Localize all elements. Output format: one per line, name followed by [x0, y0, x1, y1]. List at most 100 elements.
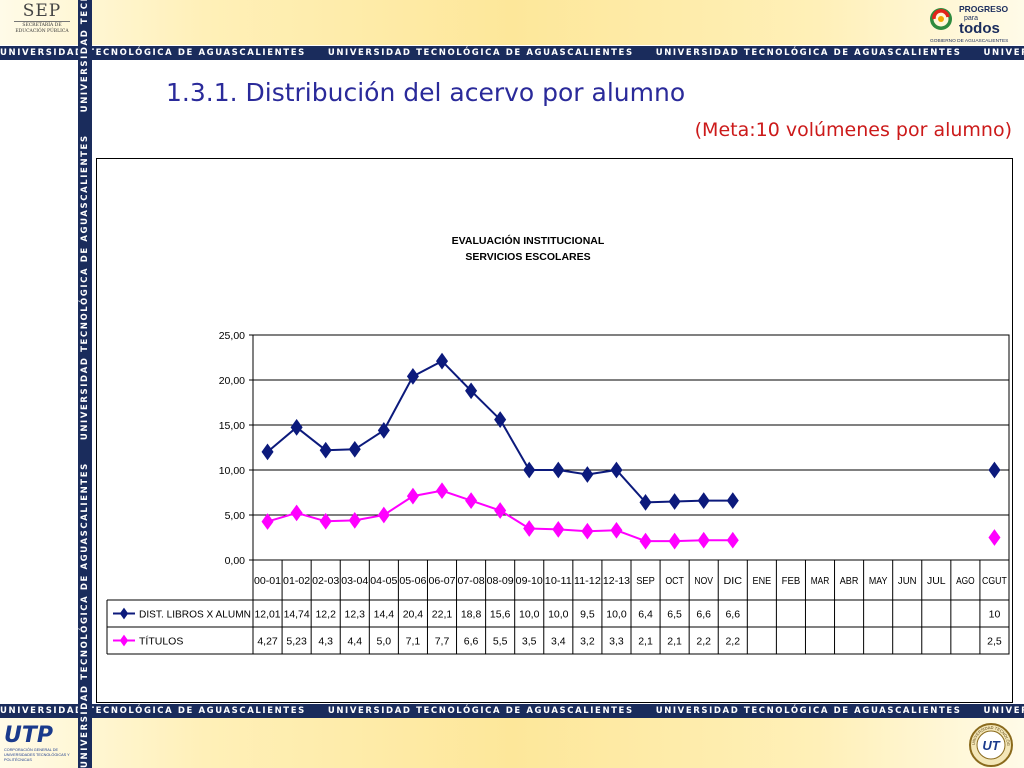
category-label: 09-10 — [516, 575, 543, 587]
data-value-label: 3,2 — [580, 636, 595, 648]
data-point-marker — [494, 502, 507, 519]
data-value-label: 6,6 — [725, 609, 740, 621]
data-value-label: 2,5 — [987, 636, 1002, 648]
data-point-marker — [668, 532, 681, 550]
data-point-marker — [610, 521, 623, 539]
header-band — [0, 0, 1024, 45]
data-value-label: 14,4 — [374, 609, 395, 621]
data-point-marker — [290, 504, 303, 522]
data-point-marker — [406, 487, 419, 505]
category-label: 04-05 — [370, 575, 397, 587]
category-label: 00-01 — [254, 575, 281, 587]
category-label: 12-13 — [603, 575, 630, 587]
data-point-marker — [581, 522, 594, 540]
banner-text: UNIVERSIDAD TECNOLÓGICA DE AGUASCALIENTE… — [80, 134, 90, 441]
category-label: NOV — [694, 575, 713, 587]
sep-logo: SEP SECRETARÍA DE EDUCACIÓN PÚBLICA — [8, 2, 76, 42]
data-value-label: 5,0 — [377, 636, 392, 648]
category-label: 05-06 — [399, 575, 426, 587]
category-label: FEB — [782, 575, 801, 587]
data-point-marker — [435, 352, 449, 370]
y-tick-label: 20,00 — [219, 375, 245, 387]
category-label: MAR — [811, 575, 830, 587]
header-banner-strip: UNIVERSIDAD TECNOLÓGICA DE AGUASCALIENTE… — [0, 46, 1024, 60]
legend-series-name: TÍTULOS — [139, 635, 183, 648]
data-value-label: 18,8 — [461, 609, 482, 621]
data-point-marker — [377, 506, 390, 524]
data-point-marker — [494, 411, 507, 428]
data-value-label: 6,5 — [667, 609, 682, 621]
data-point-marker — [726, 531, 739, 549]
data-point-marker — [639, 494, 652, 511]
data-value-label: 6,4 — [638, 609, 653, 621]
data-point-marker — [697, 492, 710, 509]
data-value-label: 4,4 — [347, 636, 362, 648]
y-tick-label: 25,00 — [219, 330, 245, 342]
category-label: MAY — [869, 575, 888, 587]
banner-text: UNIVERSIDAD TECNOLÓGICA DE AGUASCALIENTE… — [983, 706, 1024, 716]
category-label: AGO — [956, 575, 975, 587]
category-label: 02-03 — [312, 575, 339, 587]
data-point-marker — [697, 531, 710, 549]
progreso-line3: todos — [959, 20, 1000, 37]
data-point-marker — [552, 461, 565, 479]
data-point-marker — [668, 493, 681, 510]
progreso-line2: para — [964, 15, 978, 22]
banner-text: UNIVERSIDAD TECNOLÓGICA DE AGUASCALIENTE… — [80, 0, 90, 112]
footer-banner-strip: UNIVERSIDAD TECNOLÓGICA DE AGUASCALIENTE… — [0, 704, 1024, 718]
chart-title: EVALUACIÓN INSTITUCIONAL — [452, 234, 605, 247]
data-value-label: 20,4 — [403, 609, 424, 621]
footer-band — [0, 718, 1024, 768]
progreso-line1: PROGRESO — [959, 4, 1009, 14]
category-label: 10-11 — [545, 575, 572, 587]
data-point-marker — [726, 492, 739, 509]
slide-subtitle: (Meta:10 volúmenes por alumno) — [694, 119, 1012, 141]
category-label: 03-04 — [341, 575, 368, 587]
y-tick-label: 10,00 — [219, 465, 245, 477]
data-point-marker — [988, 529, 1001, 546]
chart-frame: EVALUACIÓN INSTITUCIONAL SERVICIOS ESCOL… — [96, 158, 1013, 703]
legend-key-marker — [119, 634, 129, 647]
sep-logo-subtext: SECRETARÍA DE EDUCACIÓN PÚBLICA — [15, 23, 69, 34]
data-point-marker — [406, 368, 419, 385]
data-point-marker — [523, 461, 536, 479]
slide-title: 1.3.1. Distribución del acervo por alumn… — [166, 78, 686, 107]
university-seal-icon: UNIVERSIDAD TECNOLÓGICA UT — [968, 722, 1013, 767]
category-label: JUL — [927, 575, 946, 587]
category-label: CGUT — [982, 575, 1007, 587]
data-value-label: 5,23 — [286, 636, 307, 648]
category-label: 01-02 — [283, 575, 310, 587]
banner-text: UNIVERSIDAD TECNOLÓGICA DE AGUASCALIENTE… — [327, 48, 634, 58]
y-tick-label: 0,00 — [225, 555, 246, 567]
data-value-label: 7,7 — [435, 636, 450, 648]
category-label: ENE — [753, 575, 772, 587]
data-point-marker — [610, 461, 623, 479]
data-point-marker — [552, 521, 565, 538]
category-label: DIC — [723, 575, 742, 587]
data-point-marker — [261, 513, 274, 530]
seal-initials: UT — [982, 738, 1000, 753]
banner-text: UNIVERSIDAD TECNOLÓGICA DE AGUASCALIENTE… — [655, 48, 962, 58]
banner-text: UNIVERSIDAD TECNOLÓGICA DE AGUASCALIENTE… — [327, 706, 634, 716]
data-point-marker — [639, 532, 652, 550]
progreso-swirl-icon — [930, 8, 952, 30]
banner-text: UNIVERSIDAD TECNOLÓGICA DE AGUASCALIENTE… — [0, 706, 306, 716]
line-chart: EVALUACIÓN INSTITUCIONAL SERVICIOS ESCOL… — [106, 234, 1010, 655]
utp-logo: UTP CORPORACIÓN GENERAL DE UNIVERSIDADES… — [4, 724, 76, 766]
data-point-marker — [465, 492, 478, 509]
plot-area — [252, 334, 1010, 561]
banner-text: UNIVERSIDAD TECNOLÓGICA DE AGUASCALIENTE… — [655, 706, 962, 716]
banner-text: UNIVERSIDAD TECNOLÓGICA DE AGUASCALIENTE… — [0, 48, 306, 58]
banner-text: UNIVERSIDAD TECNOLÓGICA DE AGUASCALIENTE… — [983, 48, 1024, 58]
data-value-label: 12,3 — [345, 609, 366, 621]
data-value-label: 4,3 — [318, 636, 333, 648]
data-value-label: 6,6 — [464, 636, 479, 648]
data-point-marker — [348, 440, 361, 458]
vertical-banner-strip: UNIVERSIDAD TECNOLÓGICA DE AGUASCALIENTE… — [78, 0, 92, 768]
legend-series-name: DIST. LIBROS X ALUMN — [139, 609, 251, 621]
legend-key-marker — [119, 607, 129, 620]
data-point-marker — [261, 443, 274, 461]
data-point-marker — [988, 461, 1001, 479]
data-value-label: 15,6 — [490, 609, 511, 621]
data-value-label: 14,74 — [284, 609, 310, 621]
